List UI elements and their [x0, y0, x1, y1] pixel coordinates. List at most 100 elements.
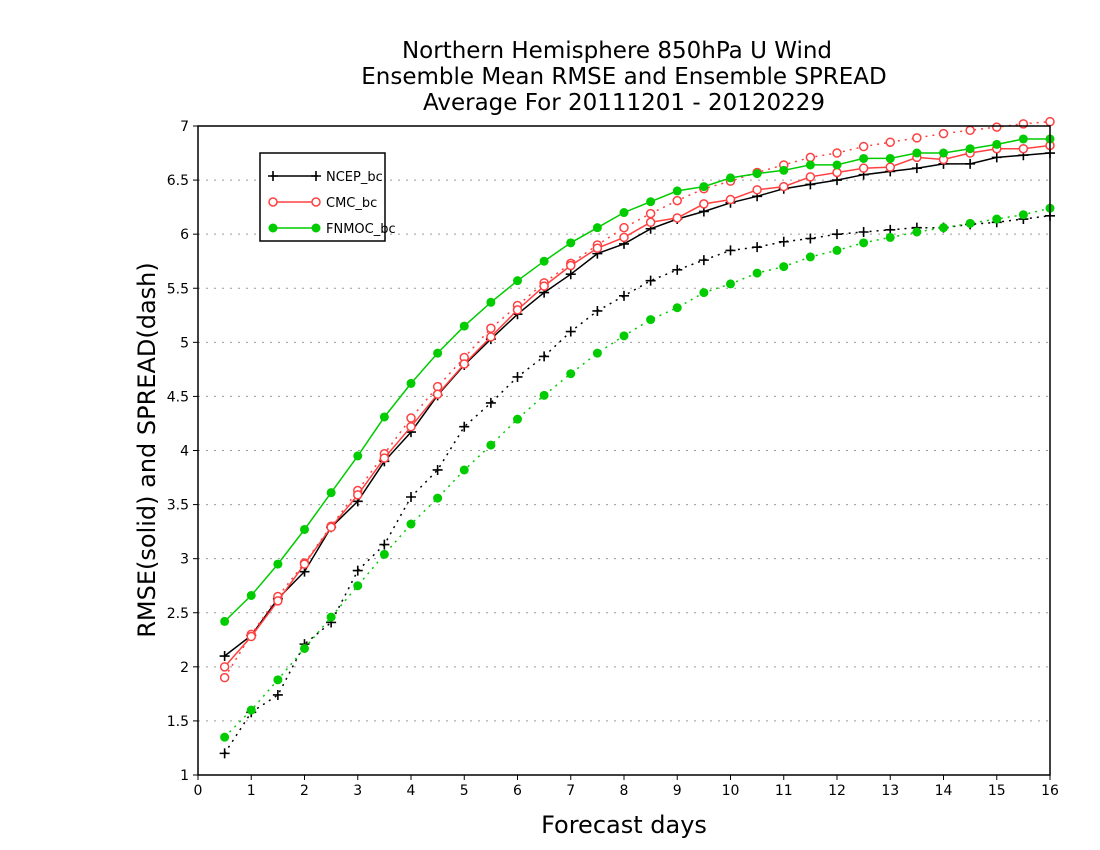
fnmoc-bc-rmse-point — [805, 160, 815, 170]
fnmoc-bc-spread-point — [779, 262, 789, 272]
x-tick-label: 11 — [775, 783, 793, 799]
x-tick-label: 14 — [935, 783, 953, 799]
x-tick-label: 7 — [566, 783, 575, 799]
ncep-bc-spread-point — [272, 689, 283, 700]
fnmoc-bc-rmse-point — [246, 590, 256, 600]
legend-marker — [311, 197, 321, 207]
fnmoc-bc-spread-point — [726, 279, 735, 289]
x-tick-label: 6 — [513, 783, 522, 799]
ncep-bc-spread-line — [223, 215, 1051, 754]
cmc-bc-rmse-point — [779, 181, 789, 192]
cmc-bc-rmse-point — [885, 162, 895, 172]
fnmoc-bc-spread-point — [246, 705, 256, 715]
legend-label: CMC_bc — [326, 196, 377, 211]
fnmoc-bc-rmse-series — [220, 134, 1055, 626]
fnmoc-bc-rmse-point — [1018, 134, 1028, 144]
x-tick-label: 1 — [247, 783, 256, 799]
legend-marker — [268, 197, 278, 207]
x-axis-label: Forecast days — [541, 811, 707, 839]
y-tick-label: 6.5 — [167, 173, 189, 189]
ncep-bc-spread-point — [432, 464, 443, 475]
cmc-bc-spread-point — [965, 125, 975, 136]
ncep-bc-spread-point — [645, 275, 656, 286]
fnmoc-bc-rmse-point — [619, 208, 629, 218]
fnmoc-bc-spread-series — [220, 203, 1055, 742]
x-tick-label: 15 — [988, 783, 1006, 799]
fnmoc-bc-rmse-point — [992, 139, 1002, 149]
fnmoc-bc-rmse-point — [592, 223, 602, 233]
fnmoc-bc-rmse-point — [433, 348, 443, 358]
fnmoc-bc-spread-point — [220, 732, 230, 742]
fnmoc-bc-rmse-point — [566, 238, 576, 248]
y-tick-label: 4.5 — [167, 389, 189, 405]
y-tick-label: 3 — [180, 552, 189, 568]
y-tick-label: 2 — [180, 660, 189, 676]
y-tick-label: 7 — [180, 119, 189, 135]
fnmoc-bc-rmse-point — [459, 321, 469, 331]
x-tick-label: 9 — [673, 783, 682, 799]
fnmoc-bc-spread-point — [539, 390, 549, 400]
fnmoc-bc-spread-point — [592, 348, 602, 358]
fnmoc-bc-rmse-point — [539, 256, 549, 266]
legend-item-cmc-bc: CMC_bc — [268, 196, 377, 211]
x-tick-label: 2 — [300, 783, 309, 799]
x-tick-label: 8 — [620, 783, 629, 799]
ncep-bc-spread-point — [698, 255, 709, 266]
fnmoc-bc-spread-point — [646, 315, 656, 325]
y-tick-label: 2.5 — [167, 606, 189, 622]
x-tick-label: 16 — [1041, 783, 1059, 799]
ncep-bc-spread-point — [778, 236, 789, 247]
cmc-bc-spread-point — [938, 128, 949, 139]
title-line-3: Average For 20111201 - 20120229 — [423, 90, 825, 116]
cmc-bc-rmse-point — [645, 217, 656, 228]
legend-items: NCEP_bc CMC_bc FNMOC_bc — [268, 170, 396, 237]
legend-item-fnmoc-bc: FNMOC_bc — [268, 222, 396, 237]
legend-marker — [311, 223, 321, 233]
title-line-2: Ensemble Mean RMSE and Ensemble SPREAD — [361, 64, 886, 90]
ncep-bc-rmse-point — [911, 163, 922, 174]
cmc-bc-rmse-point — [326, 522, 336, 533]
cmc-bc-rmse-point — [725, 194, 736, 205]
fnmoc-bc-rmse-point — [220, 616, 230, 626]
legend-box — [259, 152, 386, 242]
fnmoc-bc-spread-point — [699, 288, 709, 298]
fnmoc-bc-rmse-point — [486, 297, 496, 307]
fnmoc-bc-rmse-point — [965, 144, 975, 154]
cmc-bc-spread-point — [645, 208, 656, 219]
legend-label: FNMOC_bc — [326, 222, 396, 237]
fnmoc-bc-spread-point — [752, 268, 762, 278]
fnmoc-bc-spread-line — [224, 207, 1051, 738]
fnmoc-bc-spread-point — [273, 675, 283, 685]
ncep-bc-spread-point — [752, 242, 763, 253]
fnmoc-bc-rmse-point — [513, 276, 522, 286]
ncep-bc-spread-point — [379, 539, 390, 550]
y-tick-label: 1 — [180, 768, 189, 784]
cmc-bc-rmse-point — [353, 490, 363, 500]
ncep-bc-spread-point — [565, 326, 576, 337]
chart-title: Northern Hemisphere 850hPa U Wind Ensemb… — [361, 38, 886, 116]
ncep-bc-spread-point — [805, 233, 816, 244]
fnmoc-bc-spread-point — [672, 303, 682, 313]
fnmoc-bc-rmse-point — [353, 451, 363, 461]
fnmoc-bc-rmse-point — [885, 153, 895, 163]
ncep-bc-spread-point — [485, 397, 496, 408]
ncep-bc-rmse-point — [965, 158, 976, 169]
fnmoc-bc-spread-point — [353, 581, 363, 591]
fnmoc-bc-spread-point — [1018, 210, 1028, 220]
cmc-bc-spread-point — [432, 381, 443, 392]
grid — [198, 179, 1050, 722]
cmc-bc-rmse-point — [486, 332, 496, 342]
y-tick-label: 5 — [180, 335, 189, 351]
cmc-bc-rmse-point — [273, 596, 283, 606]
fnmoc-bc-spread-point — [832, 245, 842, 255]
x-tick-label: 5 — [460, 783, 469, 799]
fnmoc-bc-spread-point — [965, 218, 975, 228]
ncep-bc-spread-point — [512, 371, 523, 382]
fnmoc-bc-rmse-point — [379, 412, 389, 422]
x-tick-label: 12 — [828, 783, 846, 799]
ncep-bc-spread-point — [832, 229, 842, 240]
ncep-bc-spread-point — [672, 264, 683, 275]
fnmoc-bc-rmse-point — [912, 148, 922, 158]
x-tick-label: 0 — [194, 783, 203, 799]
